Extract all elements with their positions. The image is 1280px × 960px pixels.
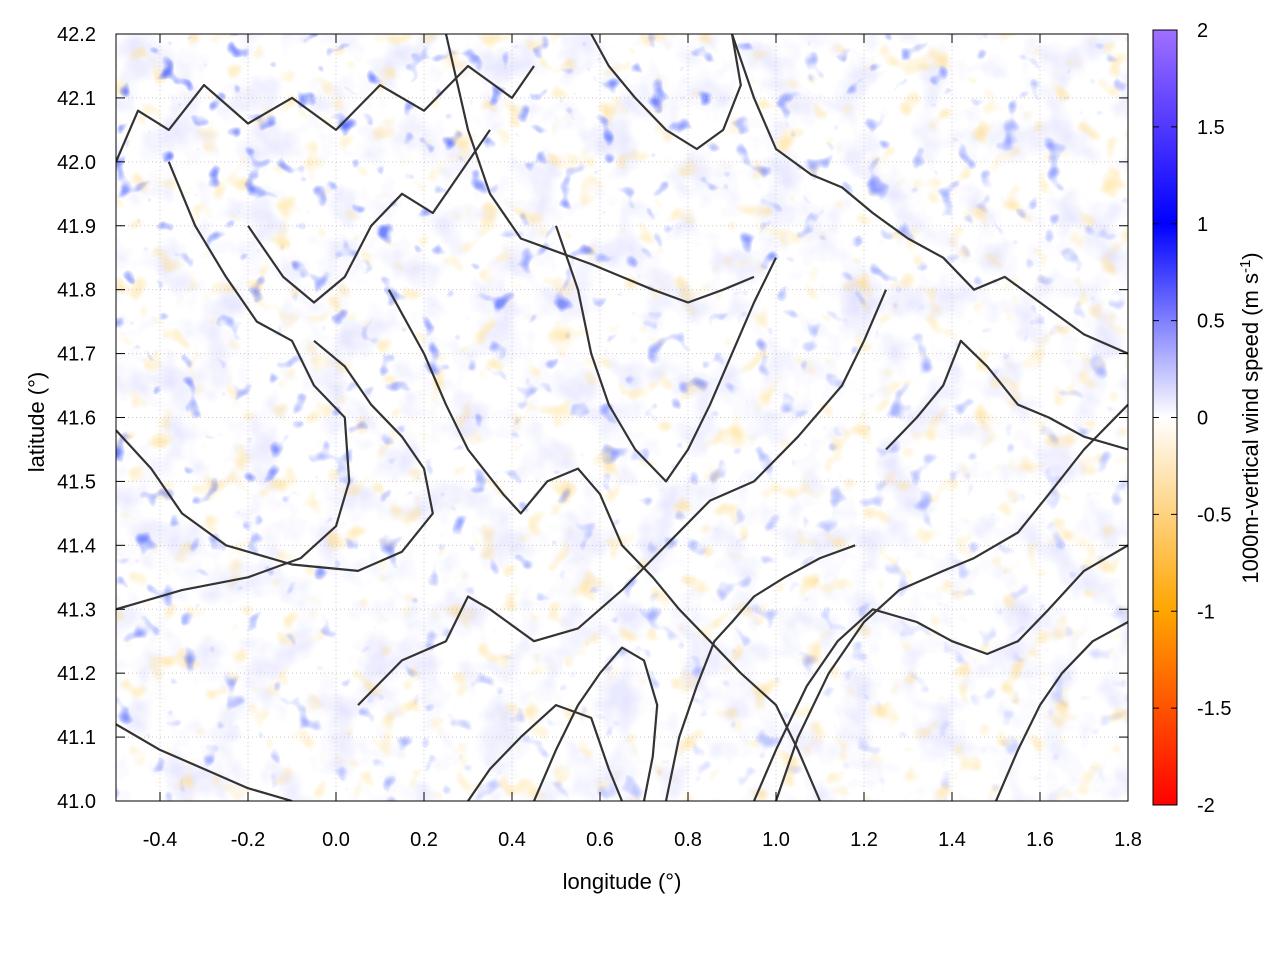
contour-line (116, 161, 351, 611)
x-tick-label: 0.6 (586, 829, 614, 851)
contour-line (752, 544, 1128, 801)
y-axis-ticks: 41.0 41.1 41.2 41.3 41.4 41.5 41.6 41.7 41.8 41.9… (57, 24, 1128, 813)
y-tick-label: 41.9 (57, 216, 96, 238)
x-tick-label: -0.2 (231, 829, 265, 851)
contour-line (357, 289, 888, 706)
x-tick-label: -0.4 (143, 829, 177, 851)
colorbar-tick-label: 1.5 (1197, 117, 1225, 139)
y-axis-label: latitude (°) (24, 372, 49, 473)
x-axis-ticks: -0.4 -0.2 0.0 0.2 0.4 0.6 0.8 1.0 1.2 1.4 1.6 1.8 (143, 34, 1142, 851)
y-tick-label: 41.1 (57, 727, 96, 749)
contour-line (387, 289, 822, 801)
colorbar-tick-label: 0.5 (1197, 311, 1225, 333)
y-tick-label: 41.5 (57, 471, 96, 493)
contour-line (116, 64, 535, 163)
x-tick-label: 0.0 (322, 829, 350, 851)
x-tick-label: 1.8 (1114, 829, 1142, 851)
heatmap-field (116, 34, 1128, 801)
contour-line (467, 704, 624, 801)
contour-line (247, 129, 491, 304)
colorbar-label: 1000m-vertical wind speed (m s-1) (1237, 252, 1263, 583)
colorbar-label-text: 1000m-vertical wind speed (m s (1238, 273, 1263, 584)
contour-line (532, 646, 659, 801)
colorbar-label-superscript: -1 (1237, 260, 1254, 273)
contour-line (590, 34, 742, 151)
colorbar-tick-label: -2 (1197, 795, 1215, 817)
y-tick-label: 41.4 (57, 535, 96, 557)
x-tick-label: 0.4 (498, 829, 526, 851)
contour-line (554, 225, 777, 483)
colorbar-tick-label: -1 (1197, 601, 1215, 623)
colorbar-label-close: ) (1238, 252, 1263, 259)
x-tick-label: 1.0 (762, 829, 790, 851)
y-tick-label: 41.2 (57, 663, 96, 685)
x-tick-label: 1.6 (1026, 829, 1054, 851)
y-tick-label: 41.8 (57, 280, 96, 302)
colorbar-tick-label: 0 (1197, 408, 1208, 430)
grid-lines (116, 34, 1128, 801)
y-tick-label: 41.7 (57, 344, 96, 366)
y-tick-label: 42.2 (57, 24, 96, 46)
contour-line (116, 339, 434, 572)
y-tick-label: 41.0 (57, 791, 96, 813)
colorbar-tick-label: -1.5 (1197, 698, 1231, 720)
contour-line (885, 339, 1128, 451)
y-tick-label: 41.6 (57, 408, 96, 430)
colorbar-ticks: -2 -1.5 -1 -0.5 0 0.5 1 1.5 2 (1153, 20, 1231, 817)
contour-line (774, 403, 1128, 801)
x-tick-label: 0.2 (410, 829, 438, 851)
x-tick-label: 1.2 (850, 829, 878, 851)
y-tick-label: 42.1 (57, 88, 96, 110)
contour-line (994, 621, 1128, 801)
contour-line (664, 544, 856, 801)
contour-lines (116, 34, 1128, 801)
contour-line (444, 34, 755, 304)
colorbar: -2 -1.5 -1 -0.5 0 0.5 1 1.5 2 1000m-vertical win… (1152, 20, 1263, 817)
x-axis-label: longitude (°) (563, 869, 682, 894)
colorbar-tick-label: -0.5 (1197, 504, 1231, 526)
x-tick-label: 0.8 (674, 829, 702, 851)
y-tick-label: 42.0 (57, 152, 96, 174)
contour-line (730, 34, 1128, 355)
colorbar-tick-label: 2 (1197, 20, 1208, 42)
x-tick-label: 1.4 (938, 829, 966, 851)
plot-area: -0.4 -0.2 0.0 0.2 0.4 0.6 0.8 1.0 1.2 1.4 1.6 1.8 4… (57, 24, 1142, 851)
contour-line (116, 723, 293, 801)
colorbar-tick-label: 1 (1197, 214, 1208, 236)
y-tick-label: 41.3 (57, 599, 96, 621)
